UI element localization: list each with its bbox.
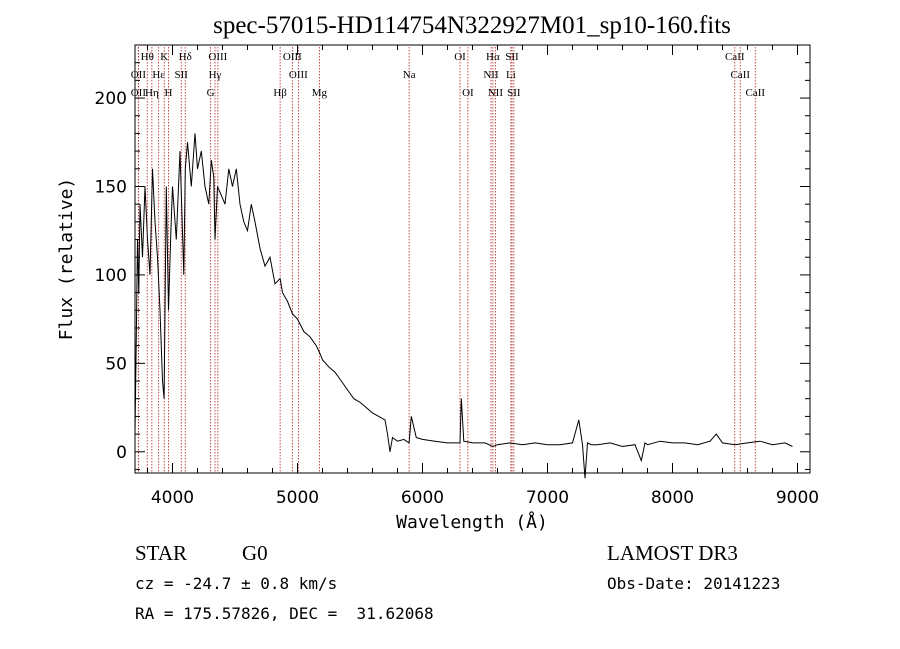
line-marker-label-5: OI: [454, 51, 466, 63]
coordinates: RA = 175.57826, DEC = 31.62068: [135, 604, 434, 623]
redshift-value: cz = -24.7 ± 0.8 km/s: [135, 574, 337, 593]
line-marker-label-17: CaII: [730, 69, 750, 81]
y-axis-ticks: 0 50 100 150 200: [95, 62, 810, 470]
line-marker-label-9: OII: [131, 69, 147, 81]
line-marker-label-7: SII: [505, 51, 519, 63]
x-axis-ticks: 4000 5000 6000 7000 8000 9000: [147, 45, 819, 508]
line-marker-label-1: K: [160, 51, 168, 63]
line-marker-label-10: Hε: [152, 69, 165, 81]
line-marker-label-16: Li: [506, 69, 516, 81]
x-tick-label-5: 9000: [776, 488, 819, 508]
x-tick-label-2: 6000: [401, 488, 444, 508]
line-marker-label-3: OIII: [208, 51, 227, 63]
x-tick-label-3: 7000: [526, 488, 569, 508]
spectral-subclass: G0: [242, 541, 268, 565]
line-marker-label-14: Na: [403, 69, 416, 81]
chart-title: spec-57015-HD114754N322927M01_sp10-160.f…: [213, 12, 731, 39]
x-axis-label: Wavelength (Å): [396, 511, 548, 533]
line-marker-label-20: H: [165, 87, 173, 99]
line-marker-label-23: Mg: [312, 87, 328, 99]
emission-line-markers: [137, 47, 756, 473]
line-marker-label-26: SII: [507, 87, 521, 99]
line-marker-label-22: Hβ: [273, 87, 287, 99]
line-marker-label-21: G: [207, 87, 215, 99]
line-marker-label-11: SII: [175, 69, 189, 81]
x-tick-label-1: 5000: [276, 488, 319, 508]
line-marker-label-27: CaII: [745, 87, 765, 99]
line-marker-label-4: OIII: [283, 51, 302, 63]
line-marker-label-24: OI: [462, 87, 474, 99]
y-tick-label-4: 200: [95, 89, 127, 109]
x-tick-label-4: 8000: [651, 488, 694, 508]
line-marker-label-25: NII: [488, 87, 504, 99]
spectrum-line: [134, 133, 793, 479]
line-marker-label-13: OIII: [289, 69, 308, 81]
line-marker-label-12: Hγ: [209, 69, 222, 81]
y-tick-label-2: 100: [95, 266, 127, 286]
y-tick-label-3: 150: [95, 177, 127, 197]
line-marker-label-19: Hη: [145, 87, 159, 99]
x-tick-label-0: 4000: [151, 488, 194, 508]
plot-frame: [134, 44, 811, 474]
line-marker-label-8: CaII: [725, 51, 745, 63]
survey-name: LAMOST DR3: [607, 541, 738, 565]
line-marker-label-2: Hδ: [179, 51, 192, 63]
obs-date: Obs-Date: 20141223: [607, 574, 780, 593]
y-tick-label-0: 0: [116, 443, 127, 463]
line-marker-label-15: NII: [483, 69, 499, 81]
y-axis-label: Flux (relative): [56, 178, 77, 341]
object-class: STAR: [135, 541, 187, 565]
emission-line-labels: Hθ K Hδ OIII OIII OI Hα SII CaII OII Hε SII Hγ OIII Na…: [131, 51, 766, 99]
line-marker-label-6: Hα: [486, 51, 500, 63]
y-tick-label-1: 50: [105, 354, 127, 374]
line-marker-label-0: Hθ: [141, 51, 154, 63]
line-marker-label-18: OII: [131, 87, 147, 99]
